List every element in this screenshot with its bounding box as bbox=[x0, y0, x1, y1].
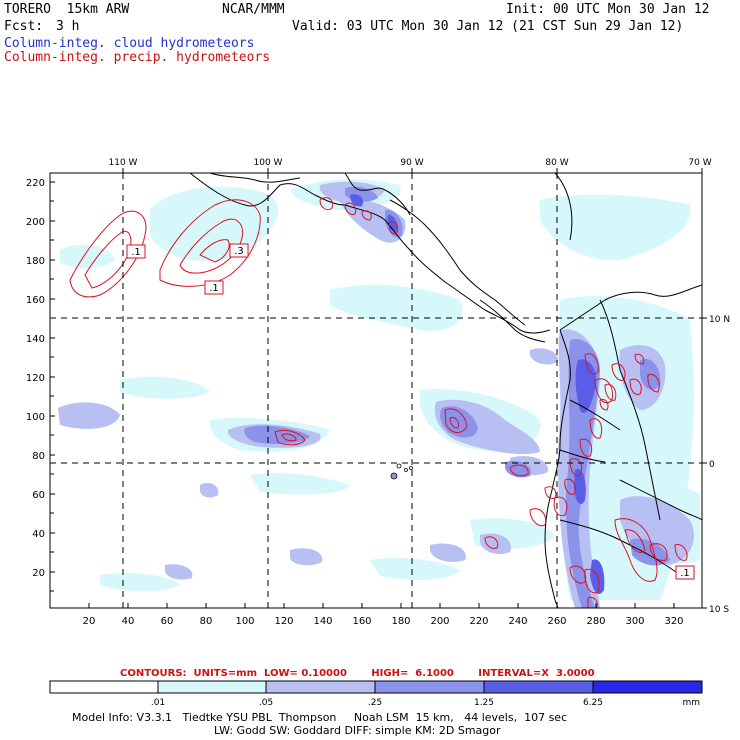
colorbar-label: 1.25 bbox=[474, 698, 494, 708]
precip-field-title: Column-integ. precip. hydrometeors bbox=[4, 50, 271, 65]
top-longitude-labels: 110 W 100 W 90 W 80 W 70 W bbox=[109, 158, 712, 168]
y-tick-label: 60 bbox=[32, 490, 45, 501]
shade-level-3 bbox=[244, 186, 670, 608]
y-tick-label: 220 bbox=[26, 178, 45, 189]
x-tick-label: 80 bbox=[200, 616, 213, 627]
y-tick-label: 140 bbox=[26, 334, 45, 345]
lat-lon-grid bbox=[50, 173, 702, 608]
forecast-label: Fcst: bbox=[4, 19, 44, 34]
cloud-field-title: Column-integ. cloud hydrometeors bbox=[4, 36, 255, 51]
x-tick-label: 120 bbox=[274, 616, 293, 627]
colorbar-labels: .01 .05 .25 1.25 6.25 mm bbox=[151, 698, 700, 708]
colorbar-units: mm bbox=[682, 698, 700, 708]
colorbar-bin-0 bbox=[49, 680, 159, 694]
y-tick-label: 180 bbox=[26, 256, 45, 267]
y-tick-label: 20 bbox=[32, 568, 45, 579]
x-tick-label: 160 bbox=[352, 616, 371, 627]
axis-ticks bbox=[50, 168, 707, 609]
lat-label: 10 S bbox=[709, 605, 729, 615]
precip-contours bbox=[69, 197, 688, 608]
colorbar-bin-3 bbox=[374, 680, 485, 694]
x-tick-label: 300 bbox=[625, 616, 644, 627]
x-tick-label: 40 bbox=[122, 616, 135, 627]
colorbar-bin-2 bbox=[265, 680, 376, 694]
contours-high: HIGH= 6.1000 bbox=[371, 668, 454, 679]
lon-label: 110 W bbox=[109, 158, 138, 168]
model-name: TORERO 15km ARW bbox=[4, 2, 130, 17]
model-info-line2: LW: Godd SW: Goddard DIFF: simple KM: 2D… bbox=[214, 724, 501, 737]
colorbar bbox=[49, 680, 703, 694]
y-tick-label: 40 bbox=[32, 529, 45, 540]
x-tick-label: 320 bbox=[664, 616, 683, 627]
x-tick-label: 60 bbox=[161, 616, 174, 627]
contours-units: UNITS=mm bbox=[193, 668, 257, 679]
colorbar-bin-1 bbox=[157, 680, 267, 694]
contours-low: LOW= 0.10000 bbox=[263, 668, 347, 679]
y-tick-label: 80 bbox=[32, 451, 45, 462]
forecast-hours: 3 h bbox=[56, 19, 80, 34]
x-tick-label: 260 bbox=[547, 616, 566, 627]
x-tick-label: 180 bbox=[391, 616, 410, 627]
y-tick-label: 200 bbox=[26, 217, 45, 228]
y-tick-label: 160 bbox=[26, 295, 45, 306]
contours-interval: INTERVAL=X 3.0000 bbox=[478, 668, 595, 679]
x-tick-label: 280 bbox=[586, 616, 605, 627]
x-tick-label: 240 bbox=[508, 616, 527, 627]
colorbar-label: .01 bbox=[151, 698, 165, 708]
right-latitude-labels: 10 N 0 10 S bbox=[709, 315, 730, 615]
x-tick-label: 140 bbox=[313, 616, 332, 627]
colorbar-label: .25 bbox=[368, 698, 382, 708]
contour-label: .3 bbox=[234, 246, 244, 257]
contour-label: .1 bbox=[131, 247, 141, 258]
lon-label: 70 W bbox=[688, 158, 711, 168]
x-tick-label: 100 bbox=[235, 616, 254, 627]
model-info-line1: Model Info: V3.3.1 Tiedtke YSU PBL Thomp… bbox=[72, 711, 568, 724]
lat-label: 10 N bbox=[709, 315, 730, 325]
bottom-tick-labels: 20 40 60 80 100 120 140 160 180 200 220 … bbox=[83, 616, 684, 627]
y-tick-label: 100 bbox=[26, 412, 45, 423]
y-tick-label: 120 bbox=[26, 373, 45, 384]
lon-label: 90 W bbox=[400, 158, 423, 168]
galapagos-islands bbox=[390, 463, 413, 480]
contour-label-texts: .1 .3 .1 .1 bbox=[131, 246, 690, 579]
colorbar-label: .05 bbox=[259, 698, 273, 708]
x-tick-label: 200 bbox=[430, 616, 449, 627]
contour-label: .1 bbox=[209, 283, 219, 294]
lat-label: 0 bbox=[709, 460, 715, 470]
contour-label: .1 bbox=[680, 568, 690, 579]
init-time: Init: 00 UTC Mon 30 Jan 12 bbox=[506, 2, 710, 17]
contours-title: CONTOURS: bbox=[120, 668, 187, 679]
contour-label-boxes bbox=[126, 243, 695, 580]
colorbar-bin-4 bbox=[483, 680, 594, 694]
x-tick-label: 220 bbox=[469, 616, 488, 627]
lon-label: 100 W bbox=[254, 158, 283, 168]
left-tick-labels: 220 200 180 160 140 120 100 80 60 40 20 bbox=[26, 178, 45, 579]
lon-label: 80 W bbox=[545, 158, 568, 168]
map-frame bbox=[49, 172, 703, 609]
valid-time: Valid: 03 UTC Mon 30 Jan 12 (21 CST Sun … bbox=[292, 19, 684, 34]
x-tick-label: 20 bbox=[83, 616, 96, 627]
organization: NCAR/MMM bbox=[222, 2, 285, 17]
colorbar-bin-5 bbox=[592, 680, 703, 694]
contours-info: CONTOURS: UNITS=mm LOW= 0.10000 HIGH= 6.… bbox=[120, 668, 595, 679]
colorbar-label: 6.25 bbox=[583, 698, 603, 708]
